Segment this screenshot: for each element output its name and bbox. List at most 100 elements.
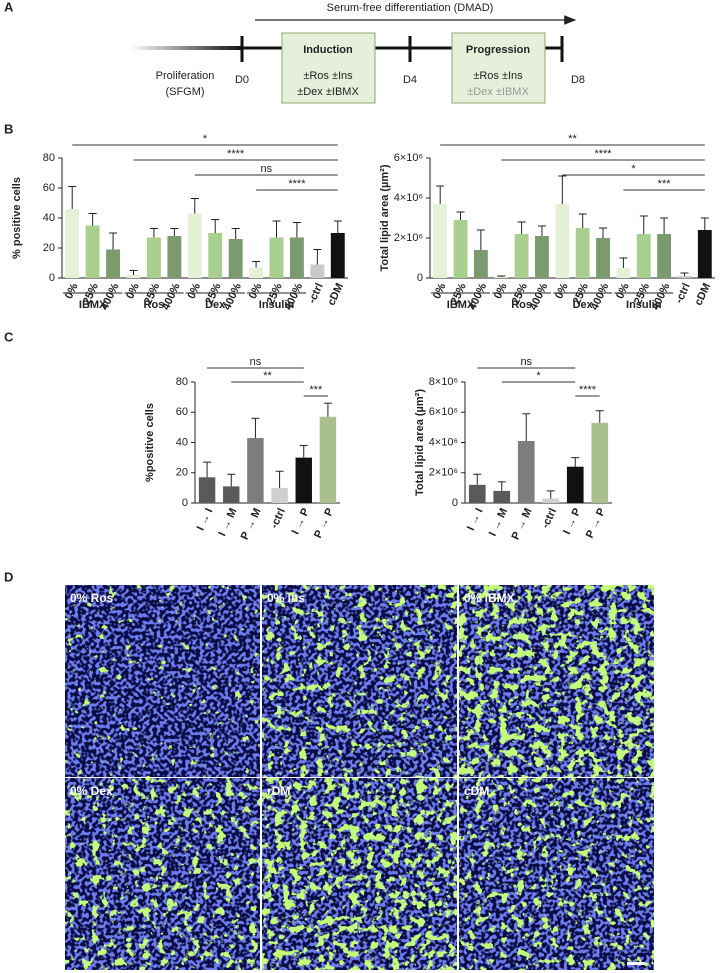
panel-label: C [4, 329, 14, 344]
bar [187, 213, 202, 278]
significance-label: ns [520, 356, 532, 368]
panel-label: A [4, 0, 14, 14]
x-tick-label: I → M [216, 506, 239, 538]
bar [223, 486, 240, 503]
box-title: Progression [466, 44, 530, 56]
x-tick-label: P → M [239, 506, 264, 541]
bar [473, 250, 488, 278]
significance-label: ns [250, 356, 262, 368]
lipid-stain [262, 778, 457, 970]
bar [433, 204, 448, 278]
y-tick-label: 4×10⁶ [429, 436, 458, 448]
y-tick-label: 2×10⁶ [429, 467, 458, 479]
proliferation-gradient [130, 46, 242, 50]
bar [208, 233, 223, 278]
x-tick-label: I → I [465, 506, 486, 532]
micrograph-label: 0% Dex [70, 784, 113, 798]
bar [310, 264, 325, 278]
bar [319, 416, 337, 503]
induction-box [281, 32, 376, 104]
bar [249, 267, 264, 278]
bar [85, 225, 100, 278]
lipid-stain [262, 585, 457, 777]
micrograph: 0% Ins [262, 585, 457, 777]
y-axis-title: %positive cells [144, 403, 156, 482]
micrograph-label: cDM [464, 784, 489, 798]
significance-label: * [203, 133, 208, 145]
y-axis-title: Total lipid area (µm²) [379, 164, 391, 271]
bar [295, 457, 312, 503]
day-label: D8 [571, 74, 585, 86]
bar [468, 484, 486, 503]
significance-label: * [536, 370, 541, 382]
y-tick-label: 80 [43, 152, 55, 164]
micrograph: 0% IBMX [459, 585, 654, 777]
y-tick-label: 60 [176, 406, 188, 418]
bar [198, 477, 216, 503]
bar [677, 276, 692, 278]
y-tick-label: 20 [176, 467, 188, 479]
bar [289, 237, 304, 278]
panel-label: D [4, 569, 13, 584]
lipid-stain [65, 585, 260, 777]
x-tick-label: cDM [325, 281, 346, 307]
significance-label: **** [227, 148, 245, 160]
x-tick-label: I → I [195, 506, 216, 532]
y-tick-label: 6×10⁶ [429, 406, 458, 418]
bar [330, 233, 345, 278]
y-tick-label: 80 [176, 376, 188, 388]
x-tick-label: 0% [124, 281, 142, 301]
proliferation-label: Proliferation [156, 70, 215, 82]
bar [517, 440, 535, 503]
group-label: Insulin [259, 299, 295, 311]
bar [146, 237, 161, 278]
bar [514, 234, 529, 278]
bar [167, 236, 182, 278]
x-tick-label: 0% [492, 281, 510, 301]
bar [247, 437, 264, 503]
arrow-label: Serum-free differentiation (DMAD) [327, 2, 494, 14]
micrograph: cDM [459, 778, 654, 970]
micrograph-label: rDM [267, 784, 290, 798]
y-tick-label: 60 [43, 182, 55, 194]
y-tick-label: 20 [43, 242, 55, 254]
scale-bar [627, 962, 645, 965]
bar [542, 498, 560, 503]
box-title: Induction [303, 44, 353, 56]
y-axis-title: Total lipid area (µm²) [414, 389, 426, 496]
day-label: D0 [235, 74, 249, 86]
lipid-stain [459, 585, 654, 777]
box-line: ±Dex ±IBMX [467, 86, 529, 98]
day-label: D4 [403, 74, 417, 86]
y-tick-label: 40 [43, 212, 55, 224]
group-label: Ros [511, 299, 532, 311]
x-tick-label: -ctrl [539, 506, 559, 530]
proliferation-label: (SFGM) [165, 86, 204, 98]
significance-label: ** [568, 133, 577, 145]
progression-box [451, 32, 546, 104]
bar [65, 209, 80, 278]
significance-label: **** [288, 178, 306, 190]
bar [697, 230, 712, 278]
significance-label: ** [263, 370, 272, 382]
y-tick-label: 6×10⁶ [394, 152, 423, 164]
bar [657, 234, 672, 278]
significance-label: ns [260, 163, 272, 175]
bar [566, 466, 584, 503]
significance-label: * [631, 163, 636, 175]
x-tick-label: -ctrl [268, 506, 288, 530]
x-tick-label: I → P [290, 506, 313, 536]
micrographs: 0% Ros 0% Ins 0% IBMX 0% Dex rDM cDM [65, 585, 654, 970]
timeline-diagram: Serum-free differentiation (DMAD) Prolif… [130, 2, 585, 104]
lipid-stain [65, 778, 260, 970]
lipid-stain [459, 778, 654, 970]
y-tick-label: 0 [49, 272, 55, 284]
group-label: IBMX [79, 299, 107, 311]
micrograph-label: 0% Ros [70, 591, 114, 605]
y-tick-label: 0 [417, 272, 423, 284]
bar [616, 268, 631, 278]
y-axis-title: % positive cells [11, 177, 23, 259]
x-tick-label: P → P [584, 506, 608, 540]
